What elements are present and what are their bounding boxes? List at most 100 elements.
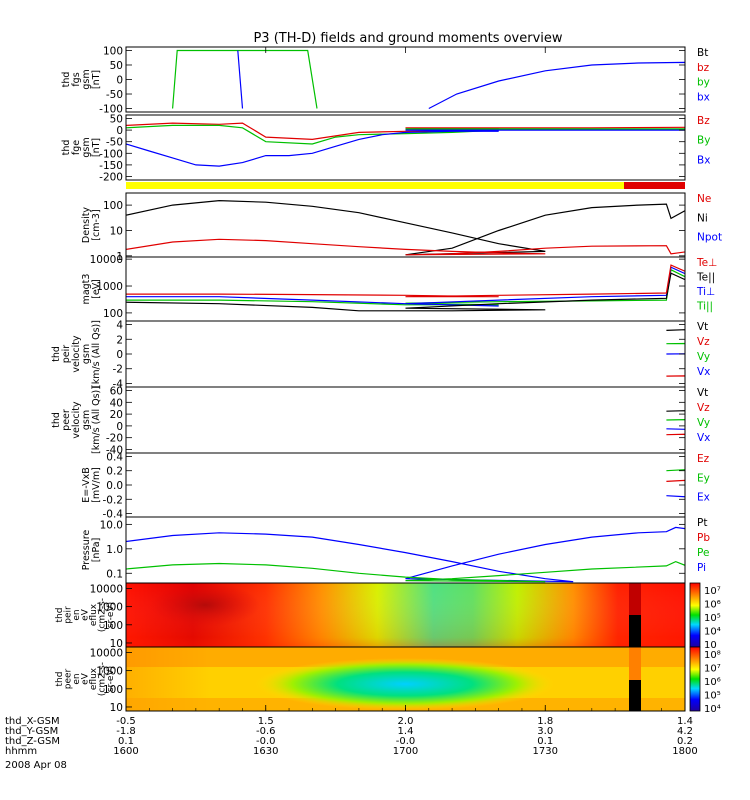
y-tick-label: 0.0	[106, 480, 123, 492]
legend-By: By	[697, 135, 710, 147]
y-tick-label: -20	[106, 433, 123, 445]
series-Pi	[126, 527, 750, 581]
x-row-value: 1730	[533, 746, 558, 757]
legend-Bt: Bt	[697, 47, 708, 59]
colorbar-peer	[690, 647, 700, 711]
y-tick-label: -150	[99, 160, 123, 172]
legend-Vz: Vz	[697, 336, 710, 348]
y-axis-label: [mV/m]	[91, 467, 102, 503]
colorbar-tick-label: 10⁷	[704, 586, 721, 597]
panel-magt3	[126, 257, 732, 321]
series-Pt	[685, 517, 750, 518]
legend-Pe: Pe	[697, 547, 709, 559]
y-tick-label: -50	[106, 89, 123, 101]
y-tick-label: 0	[116, 75, 123, 87]
y-tick-label: 1.0	[106, 544, 123, 556]
legend-Vx: Vx	[697, 432, 710, 444]
series-bx	[238, 51, 243, 109]
legend-Vt: Vt	[697, 387, 708, 399]
legend-Vy: Vy	[697, 417, 710, 429]
panel-pressure	[126, 517, 750, 583]
peir-data-gap-low	[629, 615, 641, 647]
series-Te⊥	[126, 265, 732, 297]
y-tick-label: 50	[110, 113, 123, 125]
y-tick-label: 0	[116, 349, 123, 361]
y-tick-label: 100	[103, 200, 123, 212]
y-tick-label: -200	[99, 172, 123, 184]
y-tick-label: 10000	[90, 254, 123, 266]
y-tick-label: 0	[116, 125, 123, 137]
series-Pe	[126, 562, 732, 582]
y-tick-label: 20	[110, 409, 123, 421]
state-bar-red	[624, 182, 685, 189]
colorbar-tick-label: 10⁵	[704, 613, 721, 624]
y-axis-label: [km/s (All Qs)]	[91, 386, 102, 454]
series-Bx	[126, 130, 685, 166]
y-axis-label: [nT]	[91, 138, 102, 157]
y-tick-label: 2	[116, 334, 123, 346]
panel-frame	[126, 47, 685, 112]
chart-title: P3 (TH-D) fields and ground moments over…	[253, 31, 562, 46]
y-tick-label: 10000	[90, 647, 123, 659]
legend-Ez: Ez	[697, 453, 710, 465]
y-tick-label: 0.4	[106, 451, 123, 463]
peir-spectrogram-shade	[126, 583, 685, 647]
y-tick-label: 60	[110, 386, 123, 398]
legend-Ti||: Ti||	[696, 301, 713, 313]
x-row-value: 1630	[253, 746, 278, 757]
colorbar-tick-label: 10⁵	[704, 691, 721, 702]
x-axis-date: 2008 Apr 08	[5, 760, 67, 771]
panel-peer_vel	[126, 387, 750, 453]
colorbar-tick-label: 10⁴	[704, 704, 721, 715]
panel-efield	[126, 453, 750, 517]
legend-Ne: Ne	[697, 193, 711, 205]
y-axis-label: sr-eV)	[106, 666, 116, 692]
series-Ne	[126, 239, 750, 255]
panel-frame	[126, 517, 685, 583]
panel-frame	[126, 193, 685, 257]
colorbar-tick-label: 10⁶	[704, 677, 721, 688]
legend-Pi: Pi	[697, 562, 706, 574]
colorbar-peir	[690, 583, 700, 647]
series-Ey	[666, 467, 750, 471]
panel-frame	[126, 453, 685, 517]
x-row-label-hhmm: hhmm	[5, 746, 37, 757]
colorbar-tick-label: 10⁷	[704, 664, 721, 675]
y-axis-label: [nT]	[91, 70, 102, 89]
y-tick-label: -0.2	[103, 494, 124, 506]
legend-by: by	[697, 77, 710, 89]
y-tick-label: 4	[116, 320, 123, 332]
legend-Te||: Te||	[696, 272, 715, 284]
colorbar-tick-label: 10⁸	[704, 650, 721, 661]
state-bar-yellow	[126, 182, 624, 189]
panel-peir_vel	[126, 321, 750, 387]
y-tick-label: 10000	[90, 583, 123, 595]
y-tick-label: -50	[106, 137, 123, 149]
legend-Bz: Bz	[697, 115, 710, 127]
legend-Pt: Pt	[697, 517, 707, 529]
legend-bz: bz	[697, 62, 710, 74]
series-Ni	[126, 201, 750, 255]
y-axis-label: [km/s (All Qs)]	[91, 320, 102, 388]
series-by	[173, 51, 317, 109]
colorbar-tick-label: 10⁴	[704, 627, 721, 638]
legend-Te⊥: Te⊥	[696, 257, 717, 269]
legend-Vz: Vz	[697, 402, 710, 414]
legend-Pb: Pb	[697, 532, 710, 544]
legend-Ti⊥: Ti⊥	[696, 286, 715, 298]
legend-Ey: Ey	[697, 472, 710, 484]
y-tick-label: 50	[110, 60, 123, 72]
y-tick-label: 40	[110, 397, 123, 409]
panel-frame	[126, 387, 685, 453]
panel-frame	[126, 321, 685, 387]
y-axis-label: sr-eV)	[106, 602, 116, 628]
legend-Bx: Bx	[697, 154, 710, 166]
y-tick-label: 0.1	[106, 568, 123, 580]
legend-Vt: Vt	[697, 321, 708, 333]
legend-bx: bx	[697, 91, 710, 103]
panel-fgs	[126, 47, 750, 112]
panel-frame	[126, 115, 685, 180]
peer-spectrogram-core	[255, 658, 555, 710]
x-row-value: 1600	[113, 746, 138, 757]
